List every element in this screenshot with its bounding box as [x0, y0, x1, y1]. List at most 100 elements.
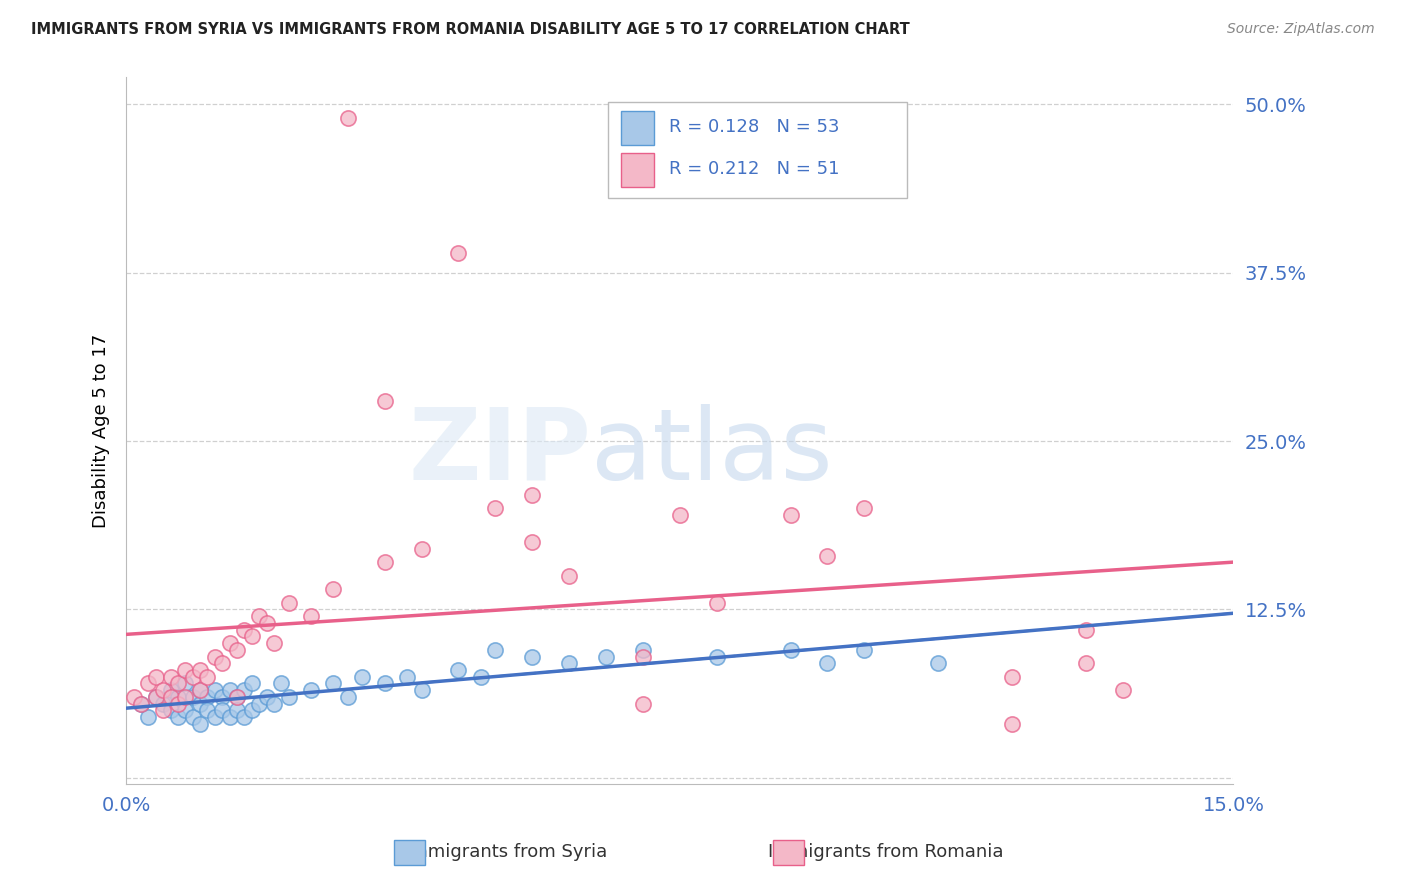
Point — [447, 245, 470, 260]
Point — [247, 697, 270, 711]
Text: ZIP: ZIP — [408, 404, 592, 500]
Point — [411, 541, 433, 556]
Point — [631, 649, 654, 664]
Point — [211, 690, 233, 704]
Point — [1001, 670, 1024, 684]
Y-axis label: Disability Age 5 to 17: Disability Age 5 to 17 — [93, 334, 110, 528]
Point — [188, 683, 211, 698]
Point — [181, 690, 204, 704]
Point — [226, 703, 249, 717]
Point — [197, 703, 219, 717]
Point — [256, 690, 278, 704]
Point — [374, 555, 396, 569]
Point — [152, 703, 174, 717]
Point — [558, 657, 581, 671]
Point — [167, 690, 190, 704]
Point — [522, 535, 544, 549]
Point — [779, 508, 801, 522]
Point — [470, 670, 492, 684]
Point — [322, 676, 344, 690]
Text: Immigrants from Romania: Immigrants from Romania — [768, 843, 1004, 861]
Point — [336, 111, 359, 125]
Point — [159, 670, 181, 684]
Point — [167, 697, 190, 711]
Point — [159, 703, 181, 717]
Point — [927, 657, 949, 671]
Point — [233, 683, 256, 698]
Point — [204, 683, 226, 698]
Point — [352, 670, 374, 684]
Point — [411, 683, 433, 698]
Point — [145, 670, 167, 684]
Point — [138, 710, 160, 724]
Point — [152, 683, 174, 698]
Point — [263, 636, 285, 650]
FancyBboxPatch shape — [607, 103, 907, 198]
Point — [188, 697, 211, 711]
Point — [374, 676, 396, 690]
Point — [631, 642, 654, 657]
Point — [706, 649, 728, 664]
Point — [817, 549, 839, 563]
Point — [270, 676, 292, 690]
Point — [197, 690, 219, 704]
Point — [522, 488, 544, 502]
Point — [277, 690, 299, 704]
Point — [1074, 657, 1097, 671]
Point — [395, 670, 418, 684]
Text: R = 0.212   N = 51: R = 0.212 N = 51 — [669, 161, 839, 178]
Point — [853, 642, 876, 657]
Point — [218, 710, 240, 724]
Point — [522, 649, 544, 664]
Point — [853, 501, 876, 516]
Text: Immigrants from Syria: Immigrants from Syria — [405, 843, 607, 861]
Point — [595, 649, 617, 664]
Point — [188, 716, 211, 731]
Text: atlas: atlas — [592, 404, 832, 500]
Text: Source: ZipAtlas.com: Source: ZipAtlas.com — [1227, 22, 1375, 37]
Point — [336, 690, 359, 704]
Point — [226, 690, 249, 704]
Point — [1074, 623, 1097, 637]
Point — [129, 697, 152, 711]
Point — [240, 703, 263, 717]
Point — [138, 676, 160, 690]
Point — [218, 683, 240, 698]
Point — [669, 508, 692, 522]
FancyBboxPatch shape — [621, 111, 654, 145]
Point — [159, 683, 181, 698]
Text: R = 0.128   N = 53: R = 0.128 N = 53 — [669, 118, 839, 136]
Point — [181, 710, 204, 724]
Point — [374, 393, 396, 408]
Point — [129, 697, 152, 711]
Point — [145, 690, 167, 704]
Point — [181, 670, 204, 684]
Point — [233, 623, 256, 637]
Point — [1112, 683, 1135, 698]
Point — [226, 642, 249, 657]
Point — [779, 642, 801, 657]
Point — [277, 596, 299, 610]
Point — [226, 690, 249, 704]
Point — [447, 663, 470, 677]
FancyBboxPatch shape — [621, 153, 654, 187]
Point — [256, 615, 278, 630]
Point — [1001, 716, 1024, 731]
Point — [247, 609, 270, 624]
Point — [174, 690, 197, 704]
Point — [188, 683, 211, 698]
Point — [299, 683, 322, 698]
Point — [145, 690, 167, 704]
Point — [152, 697, 174, 711]
Point — [159, 690, 181, 704]
Point — [218, 636, 240, 650]
Point — [122, 690, 145, 704]
Point — [706, 596, 728, 610]
Point — [188, 663, 211, 677]
Point — [204, 710, 226, 724]
Text: IMMIGRANTS FROM SYRIA VS IMMIGRANTS FROM ROMANIA DISABILITY AGE 5 TO 17 CORRELAT: IMMIGRANTS FROM SYRIA VS IMMIGRANTS FROM… — [31, 22, 910, 37]
Point — [174, 663, 197, 677]
Point — [167, 710, 190, 724]
Point — [484, 501, 506, 516]
Point — [484, 642, 506, 657]
